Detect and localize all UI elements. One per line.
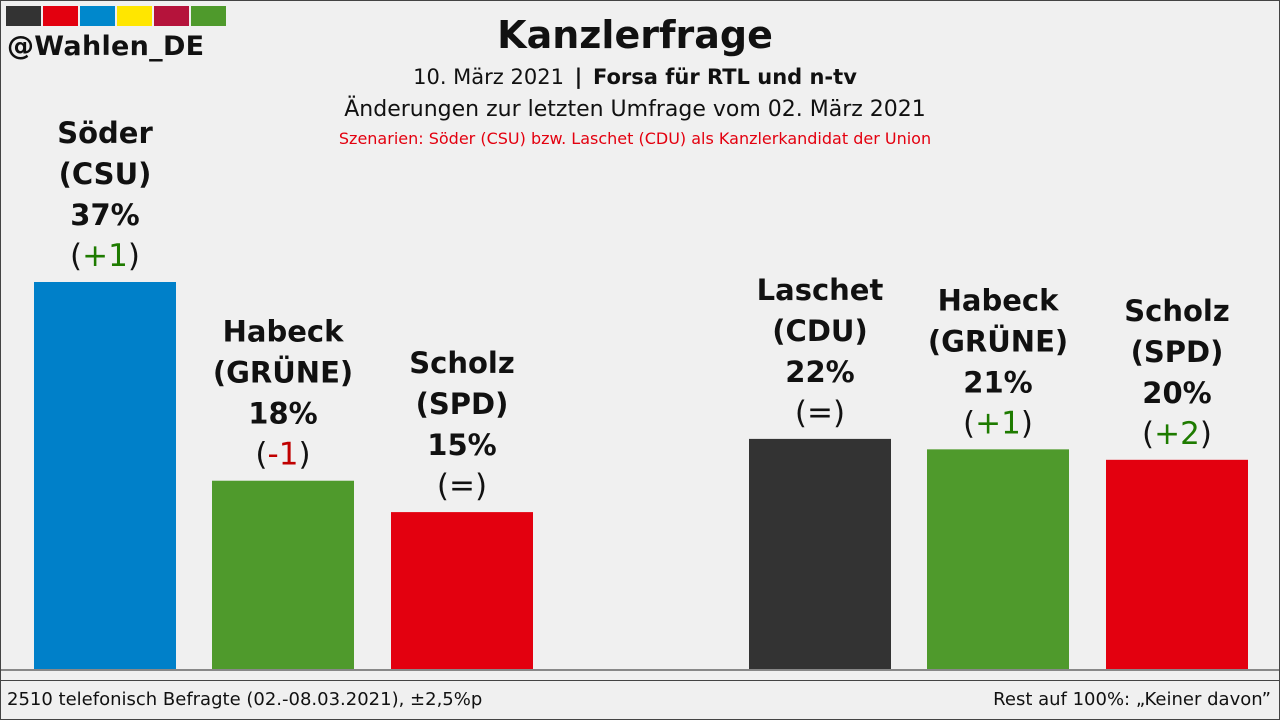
bar-party-label: (GRÜNE) [213,356,353,390]
chart-title: Kanzlerfrage [497,13,773,57]
chart-subtitle: 10. März 2021 | Forsa für RTL und n-tv [1,65,1269,89]
flag-swatch [6,6,41,26]
bar [34,282,176,669]
scenario-note: Szenarien: Söder (CSU) bzw. Laschet (CDU… [338,129,932,148]
bar [212,480,354,669]
rest-note: Rest auf 100%: „Keiner davon” [993,689,1271,710]
bar-party-label: (CSU) [59,157,152,191]
bar-candidate-label: Scholz [409,346,514,380]
bar [927,449,1069,669]
poll-date: 10. März 2021 [413,65,564,89]
flag-strip [6,6,228,26]
bar-change-label: (+2) [1142,416,1212,452]
poll-institute: Forsa für RTL und n-tv [592,65,857,89]
bar [1106,459,1248,669]
chart-baseline [1,669,1279,671]
sample-info: 2510 telefonisch Befragte (02.-08.03.202… [7,689,483,710]
bar-change-label: (-1) [255,437,310,473]
bar-value-label: 22% [785,355,854,389]
flag-swatch [154,6,189,26]
footer: 2510 telefonisch Befragte (02.-08.03.202… [1,680,1279,719]
bar-change-label: (=) [437,468,487,504]
bar-party-label: (SPD) [416,387,509,421]
subtitle-separator: | [574,65,583,89]
bar [391,512,533,669]
bar-party-label: (CDU) [772,314,867,348]
bar-value-label: 37% [70,198,139,232]
bar-chart: Söder (CSU) 37% (+1) Habeck (GRÜNE) 18% (-1) Sch… [34,116,1248,669]
flag-swatch [80,6,115,26]
flag-swatch [43,6,78,26]
changes-note: Änderungen zur letzten Umfrage vom 02. M… [344,97,926,122]
bar-party-label: (GRÜNE) [928,324,1068,358]
account-handle: @Wahlen_DE [7,31,205,62]
flag-swatch [191,6,226,26]
bar-candidate-label: Habeck [938,283,1059,317]
bar-value-label: 15% [427,428,496,462]
bar-value-label: 20% [1142,376,1211,410]
bar-candidate-label: Habeck [223,315,344,349]
flag-swatch [117,6,152,26]
bar-party-label: (SPD) [1131,335,1224,369]
bar [749,438,891,669]
bar-candidate-label: Söder [57,116,153,150]
bar-candidate-label: Laschet [757,273,884,307]
bar-candidate-label: Scholz [1124,294,1229,328]
bar-value-label: 18% [248,397,317,431]
bar-change-label: (+1) [70,238,140,274]
bar-change-label: (=) [795,395,845,431]
bar-change-label: (+1) [963,405,1033,441]
bar-value-label: 21% [963,365,1032,399]
